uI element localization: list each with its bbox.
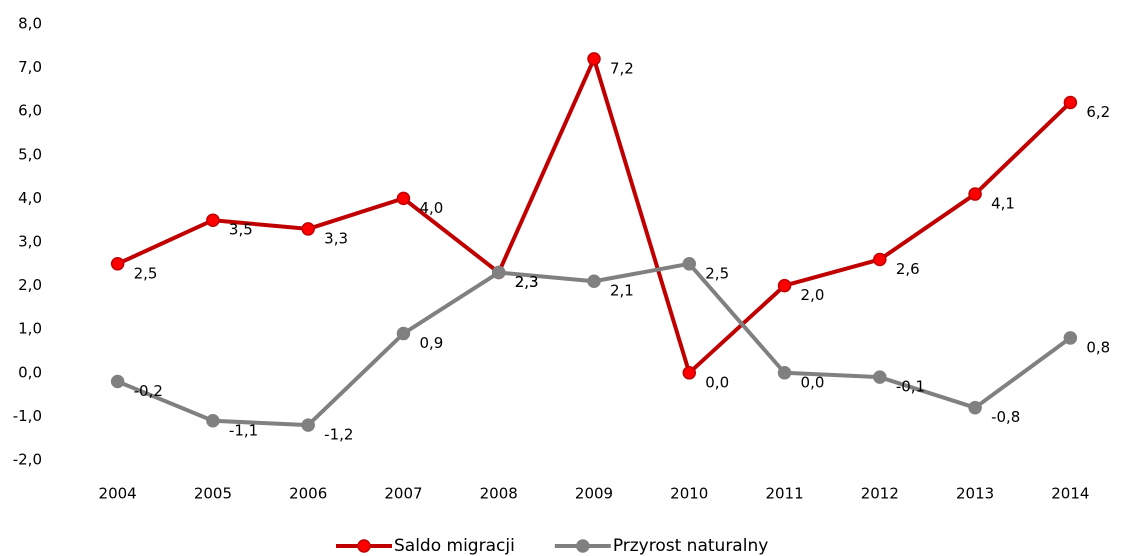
marker	[682, 257, 697, 271]
marker	[301, 418, 315, 432]
x-tick-label: 2013	[956, 485, 994, 503]
x-tick-label: 2012	[861, 485, 899, 503]
data-label: 2,0	[801, 286, 825, 304]
data-label: -1,1	[229, 421, 258, 439]
marker	[301, 222, 315, 236]
data-label: -1,2	[324, 426, 353, 444]
x-tick-label: 2006	[289, 485, 327, 503]
data-label: 2,3	[515, 273, 539, 291]
marker	[587, 274, 601, 288]
data-label: 0,9	[419, 334, 443, 352]
marker	[206, 414, 220, 428]
x-tick-label: 2005	[194, 485, 232, 503]
y-tick-label: 5,0	[18, 145, 42, 163]
data-label: -0,2	[134, 382, 163, 400]
legend-label: Saldo migracji	[394, 536, 515, 556]
y-tick-label: 4,0	[18, 189, 42, 207]
y-tick-label: 1,0	[18, 320, 42, 338]
x-tick-label: 2011	[765, 485, 803, 503]
marker	[110, 374, 125, 389]
marker	[206, 213, 220, 227]
marker	[396, 191, 411, 206]
data-label: 4,1	[991, 195, 1015, 213]
y-tick-label: 3,0	[18, 233, 42, 251]
data-label: 3,5	[229, 221, 253, 239]
marker	[968, 187, 982, 201]
legend-label: Przyrost naturalny	[613, 536, 768, 556]
y-tick-label: 6,0	[18, 102, 42, 120]
data-label: 3,3	[324, 229, 348, 247]
y-tick-label: 8,0	[18, 15, 42, 33]
data-label: 0,8	[1086, 338, 1110, 356]
marker	[873, 370, 887, 384]
data-label: 2,5	[134, 264, 158, 282]
data-label: 0,0	[705, 373, 729, 391]
marker	[682, 366, 697, 380]
data-label: 2,1	[610, 282, 634, 300]
series-line	[116, 56, 1072, 375]
y-tick-label: 0,0	[18, 363, 42, 381]
marker	[777, 366, 792, 380]
x-tick-label: 2014	[1051, 485, 1089, 503]
marker	[777, 278, 792, 293]
y-tick-label: 7,0	[18, 58, 42, 76]
marker	[1063, 95, 1078, 110]
marker	[110, 257, 125, 271]
data-label: -0,8	[991, 408, 1020, 426]
marker	[873, 252, 887, 267]
x-tick-label: 2004	[99, 485, 137, 503]
x-tick-label: 2008	[480, 485, 518, 503]
marker	[1063, 331, 1078, 345]
x-tick-label: 2007	[384, 485, 422, 503]
data-label: 7,2	[610, 59, 634, 77]
marker	[491, 265, 506, 280]
data-label: 0,0	[801, 373, 825, 391]
legend-marker	[357, 539, 371, 553]
marker	[968, 400, 982, 415]
data-label: 2,6	[896, 260, 920, 278]
series-line	[116, 261, 1072, 428]
x-tick-label: 2009	[575, 485, 613, 503]
y-tick-label: -2,0	[13, 451, 42, 469]
data-label: -0,1	[896, 378, 925, 396]
legend-marker	[576, 539, 590, 553]
x-tick-label: 2010	[670, 485, 708, 503]
data-label: 2,5	[705, 264, 729, 282]
y-tick-label: -1,0	[13, 407, 42, 425]
data-label: 6,2	[1086, 103, 1110, 121]
y-tick-label: 2,0	[18, 276, 42, 294]
marker	[396, 326, 411, 341]
data-label: 4,0	[419, 199, 443, 217]
marker	[587, 52, 601, 66]
